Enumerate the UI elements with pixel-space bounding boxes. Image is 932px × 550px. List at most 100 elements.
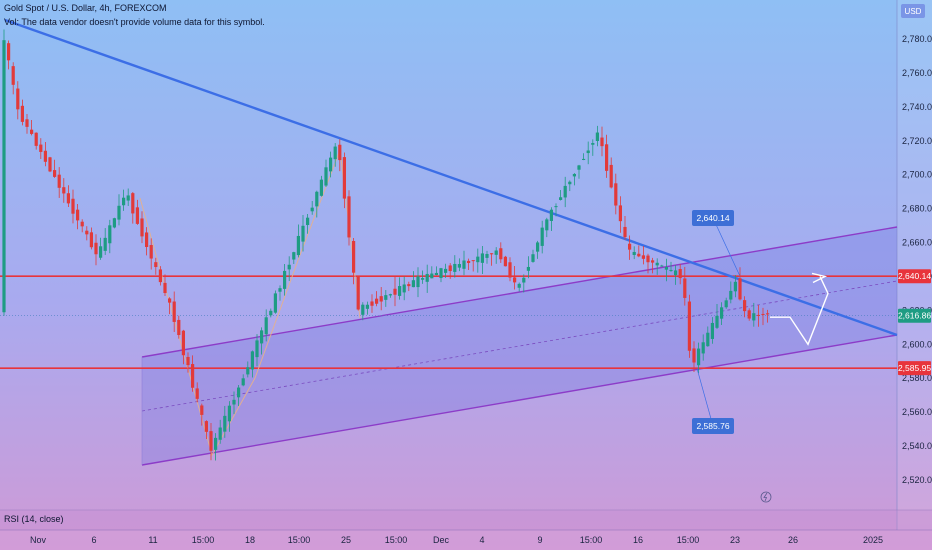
callout-leader xyxy=(696,368,714,427)
candle-body xyxy=(99,246,103,258)
candle-body xyxy=(687,301,691,351)
candle-body xyxy=(540,227,544,246)
time-tick-label: 15:00 xyxy=(677,535,700,545)
candle-body xyxy=(398,286,402,296)
candle-body xyxy=(306,217,310,226)
candle-body xyxy=(209,431,213,451)
candle-body xyxy=(126,195,130,201)
candle-body xyxy=(204,421,208,432)
rsi-indicator-label[interactable]: RSI (14, close) xyxy=(4,514,64,524)
candle-body xyxy=(223,415,227,432)
candle-body xyxy=(476,256,480,263)
time-tick-label: 6 xyxy=(91,535,96,545)
projection-path[interactable] xyxy=(770,272,829,346)
candle-body xyxy=(407,284,411,287)
candle-body xyxy=(536,242,540,252)
price-tick-label: 2,540.00 xyxy=(902,441,932,451)
time-tick-label: 15:00 xyxy=(288,535,311,545)
time-tick-label: 11 xyxy=(148,535,157,545)
candle-body xyxy=(269,310,273,316)
candle-body xyxy=(393,288,397,295)
candle-body xyxy=(641,255,645,259)
candle-body xyxy=(227,405,231,422)
candle-body xyxy=(582,158,586,160)
candle-body xyxy=(448,265,452,272)
candle-body xyxy=(301,225,305,242)
candle-body xyxy=(664,267,668,270)
candle-body xyxy=(43,150,47,162)
candle-body xyxy=(278,288,282,292)
candle-body xyxy=(761,313,765,315)
time-axis[interactable]: Nov 6 11 15:00 18 15:00 25 15:00 4 Dec 9 15:00 16 15:… xyxy=(30,535,883,545)
candle-body xyxy=(292,252,296,260)
lightning-icon[interactable] xyxy=(760,491,772,503)
candle-body xyxy=(352,240,356,273)
candle-body xyxy=(200,405,204,415)
candle-body xyxy=(577,165,581,170)
candle-body xyxy=(503,256,507,267)
price-channel[interactable] xyxy=(141,226,898,466)
resistance-price-tag: 2,640.14 xyxy=(898,269,931,284)
candle-body xyxy=(255,340,259,358)
candle-body xyxy=(214,437,218,450)
time-tick-label: 25 xyxy=(341,535,351,545)
candle-body xyxy=(600,137,604,147)
horizontal-levels[interactable] xyxy=(0,275,897,369)
callout-box xyxy=(692,418,734,434)
candle-body xyxy=(39,144,43,152)
candle-body xyxy=(218,427,222,440)
candle-body xyxy=(329,157,333,172)
candle-body xyxy=(76,209,80,221)
candle-body xyxy=(117,205,121,220)
time-tick-label: Dec xyxy=(433,535,450,545)
candle-body xyxy=(402,284,406,293)
candle-body xyxy=(135,207,139,224)
candle-body xyxy=(186,356,190,366)
candle-body xyxy=(34,132,38,146)
candle-body xyxy=(241,378,245,386)
candle-body xyxy=(559,197,563,200)
candle-body xyxy=(7,43,11,61)
candle-body xyxy=(48,157,52,172)
candle-body xyxy=(743,300,747,312)
candle-body xyxy=(706,332,710,347)
price-tags: 2,640.14 2,616.86 2,585.95 2,640.14 2,585.76 xyxy=(692,210,931,434)
candle-body xyxy=(517,283,521,288)
channel-midline xyxy=(141,280,898,412)
callout-box xyxy=(692,210,734,226)
candle-body xyxy=(108,225,112,244)
support-price-tag: 2,585.95 xyxy=(898,361,931,376)
candle-body xyxy=(246,367,250,375)
candle-body xyxy=(494,250,498,255)
candle-body xyxy=(444,268,448,273)
candle-body xyxy=(434,272,438,276)
candle-body xyxy=(701,342,705,354)
candle-body xyxy=(421,278,425,280)
candle-body xyxy=(637,253,641,257)
candle-body xyxy=(490,253,494,255)
time-tick-label: 23 xyxy=(730,535,740,545)
candle-body xyxy=(11,66,15,85)
candle-body xyxy=(89,232,93,248)
candle-body xyxy=(250,351,254,370)
candle-body xyxy=(724,300,728,308)
candle-body xyxy=(347,196,351,238)
candle-body xyxy=(356,276,360,310)
candle-body xyxy=(756,314,760,316)
price-tag-text: 2,585.95 xyxy=(898,363,931,373)
candle-body xyxy=(2,40,6,313)
callout-text: 2,640.14 xyxy=(696,213,729,223)
currency-button[interactable]: USD xyxy=(901,4,925,18)
projection-arrowhead xyxy=(811,272,828,284)
candle-body xyxy=(365,304,369,309)
candle-body xyxy=(287,264,291,270)
candle-body xyxy=(632,251,636,255)
time-tick-label: Nov xyxy=(30,535,47,545)
time-tick-label: 15:00 xyxy=(192,535,215,545)
candle-body xyxy=(163,282,167,294)
candle-body xyxy=(62,187,66,194)
callout-low: 2,585.76 xyxy=(692,368,734,434)
candle-body xyxy=(25,119,29,127)
candle-body xyxy=(457,264,461,268)
